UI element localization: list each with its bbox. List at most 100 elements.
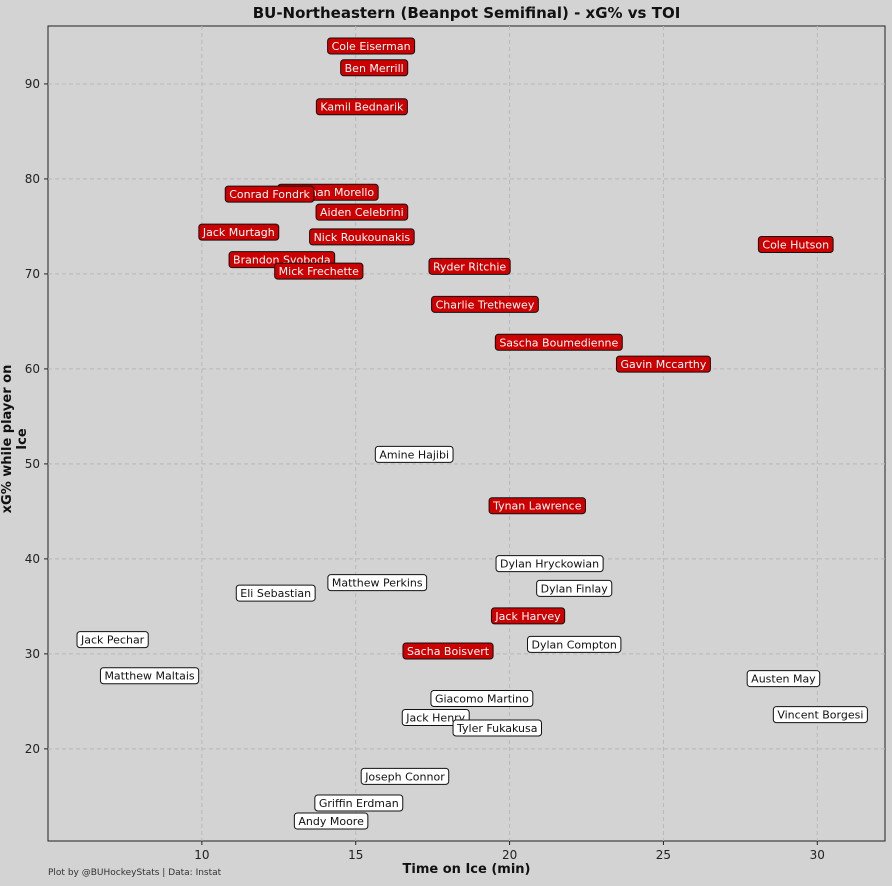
label-box bbox=[309, 228, 415, 246]
player-label-neu: Jack Henry bbox=[401, 709, 470, 727]
label-box bbox=[615, 355, 711, 373]
x-axis-label: Time on Ice (min) bbox=[402, 862, 531, 877]
player-label-bu: Aiden Celebrini bbox=[315, 203, 409, 221]
player-label-neu: Dylan Hryckowian bbox=[495, 555, 604, 573]
label-box bbox=[746, 670, 821, 688]
player-label-bu: Jack Murtagh bbox=[198, 223, 280, 241]
player-label-bu: Gavin Mccarthy bbox=[615, 355, 711, 373]
player-label-bu: Conrad Fondrk bbox=[224, 185, 315, 203]
player-name: Kamil Bednarik bbox=[320, 101, 404, 114]
label-box bbox=[315, 203, 409, 221]
player-label-neu: Tyler Fukakusa bbox=[452, 719, 542, 737]
player-name: Cole Eiserman bbox=[332, 40, 411, 53]
label-box bbox=[494, 333, 623, 351]
player-label-neu: Eli Sebastian bbox=[235, 584, 316, 602]
label-box bbox=[76, 631, 149, 649]
player-name: Jack Henry bbox=[405, 712, 465, 725]
player-name: Giacomo Martino bbox=[435, 693, 529, 706]
label-box bbox=[428, 257, 511, 275]
label-box bbox=[327, 574, 428, 592]
y-tick-label: 60 bbox=[25, 362, 40, 376]
player-label-neu: Giacomo Martino bbox=[430, 690, 534, 708]
player-name: Dylan Finlay bbox=[541, 582, 609, 595]
label-box bbox=[235, 584, 316, 602]
player-label-bu: Sascha Boumedienne bbox=[494, 333, 623, 351]
label-box bbox=[360, 767, 450, 785]
label-box bbox=[374, 445, 454, 463]
player-name: Gavin Mccarthy bbox=[620, 358, 706, 371]
player-labels: Cole Eiserman Ben Merrill Kamil Bednarik Jo… bbox=[76, 37, 868, 830]
player-name: Joseph Connor bbox=[364, 770, 445, 783]
label-box bbox=[757, 235, 834, 253]
player-label-neu: Dylan Compton bbox=[527, 635, 622, 653]
player-name: Amine Hajibi bbox=[379, 448, 449, 461]
player-name: Griffin Erdman bbox=[319, 797, 399, 810]
label-box bbox=[490, 607, 566, 625]
player-name: Andy Moore bbox=[298, 815, 364, 828]
player-label-bu: Charlie Trethewey bbox=[431, 295, 539, 313]
player-name: Sacha Boisvert bbox=[407, 645, 490, 658]
label-box bbox=[536, 579, 613, 597]
label-box bbox=[314, 794, 404, 812]
player-label-neu: Joseph Connor bbox=[360, 767, 450, 785]
player-label-neu: Amine Hajibi bbox=[374, 445, 454, 463]
y-tick-label: 40 bbox=[25, 552, 40, 566]
player-label-bu: Ben Merrill bbox=[340, 59, 409, 77]
x-tick-label: 20 bbox=[502, 848, 517, 862]
label-box bbox=[772, 706, 868, 724]
player-label-bu: Jack Harvey bbox=[490, 607, 566, 625]
label-box bbox=[274, 262, 364, 280]
player-name: Eli Sebastian bbox=[240, 587, 311, 600]
y-tick-label: 80 bbox=[25, 172, 40, 186]
player-label-neu: Austen May bbox=[746, 670, 821, 688]
x-tick-label: 15 bbox=[348, 848, 363, 862]
player-label-bu: Sacha Boisvert bbox=[402, 642, 494, 660]
player-name: Ben Merrill bbox=[345, 62, 404, 75]
player-name: Austen May bbox=[751, 673, 816, 686]
label-box bbox=[99, 667, 200, 685]
axis-ticks: 10 15 20 25 30 20 30 40 50 60 70 80 90 bbox=[25, 77, 825, 862]
label-box bbox=[431, 295, 539, 313]
player-name: Ryder Ritchie bbox=[433, 260, 506, 273]
x-tick-label: 10 bbox=[194, 848, 209, 862]
y-axis-label: xG% while player on Ice bbox=[0, 364, 30, 514]
player-label-bu: Cole Eiserman bbox=[327, 37, 416, 55]
label-box bbox=[198, 223, 280, 241]
label-box bbox=[293, 812, 369, 830]
caption: Plot by @BUHockeyStats | Data: Instat bbox=[48, 868, 222, 878]
player-name: Tynan Lawrence bbox=[492, 500, 582, 513]
player-label-bu: Tynan Lawrence bbox=[488, 497, 586, 515]
player-name: Jack Harvey bbox=[494, 610, 561, 623]
y-tick-label: 90 bbox=[25, 77, 40, 91]
player-name: Aiden Celebrini bbox=[320, 206, 404, 219]
player-label-neu: Vincent Borgesi bbox=[772, 706, 868, 724]
label-box bbox=[527, 635, 622, 653]
player-name: Jack Murtagh bbox=[202, 226, 275, 239]
player-label-neu: Jack Pechar bbox=[76, 631, 149, 649]
player-name: Jack Pechar bbox=[80, 634, 145, 647]
y-tick-label: 70 bbox=[25, 267, 40, 281]
player-name: Dylan Compton bbox=[532, 638, 617, 651]
label-box bbox=[488, 497, 586, 515]
player-label-bu: Ryder Ritchie bbox=[428, 257, 511, 275]
player-name: Cole Hutson bbox=[762, 238, 829, 251]
label-box bbox=[430, 690, 534, 708]
player-label-neu: Dylan Finlay bbox=[536, 579, 613, 597]
player-label-neu: Griffin Erdman bbox=[314, 794, 404, 812]
label-box bbox=[340, 59, 409, 77]
label-box bbox=[224, 185, 315, 203]
player-name: Conrad Fondrk bbox=[229, 188, 310, 201]
player-name: Matthew Maltais bbox=[104, 670, 194, 683]
player-label-bu: Cole Hutson bbox=[757, 235, 834, 253]
player-label-bu: Mick Frechette bbox=[274, 262, 364, 280]
label-box bbox=[327, 37, 416, 55]
label-box bbox=[315, 98, 408, 116]
player-label-neu: Matthew Perkins bbox=[327, 574, 428, 592]
player-label-neu: Matthew Maltais bbox=[99, 667, 200, 685]
player-name: Vincent Borgesi bbox=[777, 709, 863, 722]
player-name: Mick Frechette bbox=[279, 265, 359, 278]
label-box bbox=[402, 642, 494, 660]
x-tick-label: 25 bbox=[656, 848, 671, 862]
player-name: Sascha Boumedienne bbox=[499, 336, 618, 349]
